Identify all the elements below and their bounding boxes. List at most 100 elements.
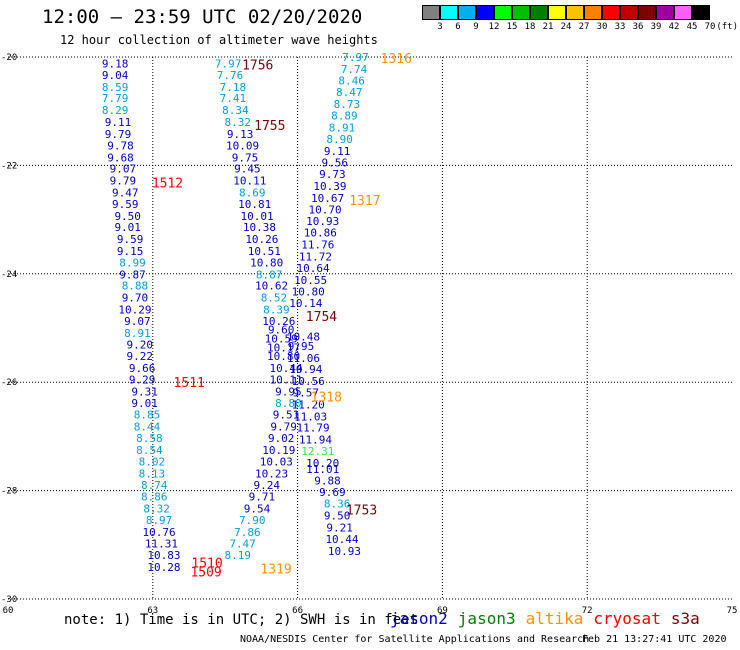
wave-height-value: 9.31 bbox=[131, 385, 158, 398]
y-tick-label: -26 bbox=[1, 378, 17, 388]
wave-height-value: 8.91 bbox=[329, 121, 356, 134]
generated-timestamp: Feb 21 13:27:41 UTC 2020 bbox=[582, 634, 727, 645]
wave-height-value: 10.09 bbox=[226, 139, 259, 152]
wave-height-value: 8.46 bbox=[338, 74, 365, 87]
wave-height-value: 9.79 bbox=[105, 128, 132, 141]
wave-height-value: 9.01 bbox=[131, 397, 158, 410]
wave-height-value: 8.89 bbox=[331, 110, 358, 123]
scale-label: 12 bbox=[488, 22, 500, 32]
wave-height-value: 7.18 bbox=[220, 81, 247, 94]
wave-height-value: 7.97 bbox=[215, 58, 242, 71]
scale-swatch bbox=[602, 5, 620, 20]
wave-height-value: 7.97 bbox=[342, 51, 369, 64]
pass-time-label: 1754 bbox=[306, 310, 337, 325]
wave-height-value: 10.11 bbox=[233, 175, 266, 188]
wave-height-value: 11.72 bbox=[299, 250, 332, 263]
wave-height-value: 10.93 bbox=[306, 215, 339, 228]
wave-height-value: 9.60 bbox=[268, 324, 295, 337]
wave-height-value: 8.34 bbox=[222, 104, 249, 117]
wave-height-value: 9.56 bbox=[322, 157, 349, 170]
x-tick-label: 66 bbox=[292, 606, 303, 616]
x-tick-label: 72 bbox=[582, 606, 593, 616]
scale-swatch bbox=[656, 5, 674, 20]
satellite-legend: jason2 jason3 altika cryosat s3a bbox=[390, 609, 710, 628]
wave-height-value: 9.95 bbox=[275, 385, 302, 398]
wave-height-value: 9.45 bbox=[234, 163, 261, 176]
wave-height-value: 10.38 bbox=[243, 221, 276, 234]
scale-label: 18 bbox=[524, 22, 536, 32]
scale-swatch bbox=[422, 5, 440, 20]
wave-height-value: 10.26 bbox=[245, 233, 278, 246]
wave-height-value: 8.59 bbox=[102, 81, 129, 94]
scale-swatch bbox=[548, 5, 566, 20]
wave-height-value: 10.83 bbox=[147, 549, 180, 562]
wave-height-value: 11.06 bbox=[287, 352, 320, 365]
footer-note: note: 1) Time is in UTC; 2) SWH is in fe… bbox=[64, 612, 419, 628]
wave-height-value: 11.76 bbox=[301, 239, 334, 252]
wave-height-value: 9.75 bbox=[232, 151, 259, 164]
y-tick-label: -28 bbox=[1, 487, 17, 497]
wave-height-value: 11.31 bbox=[145, 538, 178, 551]
wave-height-value: 9.51 bbox=[273, 409, 300, 422]
x-tick-label: 63 bbox=[147, 606, 158, 616]
scale-label: 45 bbox=[686, 22, 698, 32]
wave-height-value: 8.58 bbox=[136, 432, 163, 445]
wave-height-value: 8.69 bbox=[239, 187, 266, 200]
wave-height-value: 9.59 bbox=[112, 198, 139, 211]
wave-height-value: 10.81 bbox=[238, 198, 271, 211]
wave-height-value: 8.52 bbox=[261, 292, 288, 305]
wave-height-value: 9.18 bbox=[102, 58, 129, 71]
wave-height-value: 10.20 bbox=[306, 457, 339, 470]
scale-swatch bbox=[440, 5, 458, 20]
wave-height-value: 9.73 bbox=[319, 168, 346, 181]
wave-height-value: 10.23 bbox=[255, 467, 288, 480]
wave-height-value: 9.66 bbox=[129, 362, 156, 375]
scale-label: 30 bbox=[596, 22, 608, 32]
legend-item: cryosat bbox=[593, 609, 661, 628]
wave-height-value: 9.02 bbox=[268, 432, 295, 445]
wave-height-value: 10.26 bbox=[262, 315, 295, 328]
wave-height-value: 10.14 bbox=[289, 297, 322, 310]
scale-label: 21 bbox=[542, 22, 554, 32]
scale-label: 9 bbox=[473, 22, 479, 32]
y-tick-label: -22 bbox=[1, 161, 17, 171]
scale-swatch bbox=[566, 5, 584, 20]
y-tick-label: -24 bbox=[1, 270, 17, 280]
scale-swatch bbox=[476, 5, 494, 20]
wave-height-value: 8.39 bbox=[263, 304, 290, 317]
wave-height-value: 10.03 bbox=[260, 455, 293, 468]
scale-label: 33 bbox=[614, 22, 626, 32]
x-tick-label: 75 bbox=[727, 606, 738, 616]
wave-height-value: 9.07 bbox=[110, 163, 137, 176]
wave-height-value: 9.78 bbox=[107, 139, 134, 152]
pass-time-label: 1511 bbox=[174, 376, 205, 391]
scale-label: 42 bbox=[668, 22, 680, 32]
wave-height-value: 7.74 bbox=[341, 63, 368, 76]
wave-height-value: 10.55 bbox=[294, 274, 327, 287]
wave-height-value: 8.74 bbox=[141, 479, 168, 492]
wave-height-value: 9.79 bbox=[110, 175, 137, 188]
pass-time-label: 1509 bbox=[190, 565, 221, 580]
wave-height-value: 10.28 bbox=[147, 561, 180, 574]
scale-swatch bbox=[494, 5, 512, 20]
pass-time-label: 1512 bbox=[152, 177, 183, 192]
pass-time-label: 1756 bbox=[242, 59, 273, 74]
wave-height-value: 10.86 bbox=[304, 227, 337, 240]
pass-time-label: 1319 bbox=[260, 563, 291, 578]
wave-height-value: 9.22 bbox=[127, 350, 154, 363]
wave-height-value: 9.15 bbox=[117, 245, 144, 258]
credit-line: NOAA/NESDIS Center for Satellite Applica… bbox=[240, 634, 590, 645]
wave-height-value: 10.62 bbox=[255, 280, 288, 293]
wave-height-value: 7.76 bbox=[217, 69, 244, 82]
wave-height-value: 10.59 bbox=[265, 332, 298, 345]
wave-height-value: 8.85 bbox=[134, 409, 161, 422]
scale-label: 27 bbox=[578, 22, 590, 32]
scale-swatch bbox=[638, 5, 656, 20]
wave-height-value: 9.11 bbox=[105, 116, 132, 129]
wave-height-value: 10.80 bbox=[267, 350, 300, 363]
wave-height-value: 9.21 bbox=[326, 521, 353, 534]
wave-height-value: 11.79 bbox=[296, 422, 329, 435]
legend-item: s3a bbox=[670, 609, 700, 628]
wave-height-value: 10.64 bbox=[296, 262, 329, 275]
